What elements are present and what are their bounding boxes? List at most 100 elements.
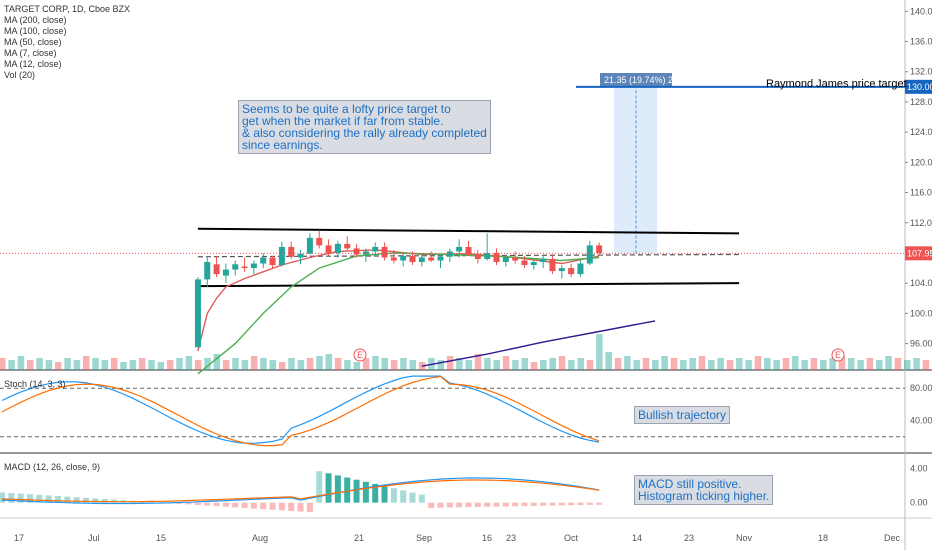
volume-bar <box>73 360 81 370</box>
measure-label-bg <box>600 73 672 86</box>
candle <box>465 246 472 255</box>
candle <box>390 257 397 261</box>
stoch-note[interactable]: Bullish trajectory <box>634 406 731 424</box>
candle <box>409 255 416 263</box>
volume-bar <box>157 362 165 370</box>
legend-item-ma200[interactable]: MA (200, close) <box>4 15 67 25</box>
legend-item-ma50[interactable]: MA (50, close) <box>4 37 62 47</box>
channel-upper <box>197 227 740 235</box>
volume-bar <box>54 362 62 370</box>
macd-histogram-bar <box>418 494 425 503</box>
legend-item-ma100[interactable]: MA (100, close) <box>4 26 67 36</box>
last-price-badge <box>905 246 932 261</box>
macd-histogram-bar <box>26 494 33 503</box>
macd-histogram-bar <box>502 502 509 507</box>
volume-bar <box>250 356 258 370</box>
macd-note[interactable]: MACD still positive. Histogram ticking h… <box>634 475 774 505</box>
macd-histogram-bar <box>549 502 556 506</box>
candle <box>344 243 351 249</box>
candle <box>596 245 603 253</box>
volume-bar <box>913 358 920 370</box>
macd-histogram-bar <box>586 502 593 505</box>
volume-bar <box>148 360 155 370</box>
x-tick-label: Sep <box>416 533 432 543</box>
macd-histogram-bar <box>185 502 192 505</box>
macd-histogram-bar <box>260 502 267 510</box>
legend-item-ma12[interactable]: MA (12, close) <box>4 59 62 69</box>
macd-histogram-bar <box>278 502 285 511</box>
macd-histogram-bar <box>400 490 407 503</box>
candle <box>278 246 285 266</box>
ma-line <box>421 320 656 367</box>
macd-histogram-bar <box>73 497 80 503</box>
last-price-label: 107.95 <box>907 248 932 258</box>
volume-bar <box>474 354 482 370</box>
candle <box>549 259 556 272</box>
macd-histogram-bar <box>222 502 229 507</box>
x-tick-label: Oct <box>564 533 579 543</box>
macd-histogram-bar <box>334 475 341 503</box>
price-tick-label: 112.00 <box>910 218 932 228</box>
macd-histogram-bar <box>17 493 24 503</box>
volume-bar <box>166 360 174 370</box>
volume-bar <box>45 360 53 370</box>
volume-bar <box>614 358 622 370</box>
volume-bar <box>129 360 137 370</box>
stoch-label[interactable]: Stoch (14, 3, 3) <box>4 379 66 389</box>
candle <box>260 257 267 264</box>
macd-histogram-bar <box>568 502 575 506</box>
macd-histogram-bar <box>306 502 313 513</box>
volume-bar <box>904 360 911 370</box>
measure-label: 21.35 (19.74%) 2135 <box>604 75 688 85</box>
volume-bar <box>297 360 305 370</box>
macd-histogram-bar <box>316 471 323 503</box>
candle <box>288 246 295 257</box>
channel-lower <box>197 282 740 288</box>
price-tick-label: 124.00 <box>910 127 932 137</box>
candle <box>222 269 229 276</box>
volume-bar <box>484 358 491 370</box>
earnings-marker-label: E <box>357 350 363 360</box>
macd-histogram-bar <box>446 502 453 508</box>
volume-bar <box>885 356 892 370</box>
price-tick-label: 96.00 <box>910 339 932 349</box>
commentary-note[interactable]: Seems to be quite a lofty price target t… <box>238 100 491 154</box>
x-tick-label: 16 <box>482 533 492 543</box>
price-range-measure[interactable]: 21.35 (19.74%) 2135 <box>600 73 688 254</box>
macd-histogram-bar <box>409 492 416 503</box>
volume-bar <box>120 362 127 370</box>
legend-item-ma7[interactable]: MA (7, close) <box>4 48 57 58</box>
macd-histogram-bar <box>204 502 211 506</box>
macd-label[interactable]: MACD (12, 26, close, 9) <box>4 462 101 472</box>
macd-histogram-bar <box>428 502 435 508</box>
note-line: & also considering the rally already com… <box>242 126 487 140</box>
candle <box>204 262 211 280</box>
volume-bar <box>670 358 678 370</box>
price-channel[interactable] <box>197 227 740 288</box>
legend-item-vol[interactable]: Vol (20) <box>4 70 36 80</box>
target-label[interactable]: Raymond James price target <box>766 78 907 90</box>
macd-histogram-bar <box>82 497 89 503</box>
volume-bar <box>754 356 762 370</box>
earnings-marker-label: E <box>835 350 841 360</box>
price-tick-label: 128.00 <box>910 97 932 107</box>
volume-bar <box>540 360 547 370</box>
macd-histogram-bar <box>148 501 155 503</box>
macd-histogram-bar <box>390 488 397 503</box>
volume-bar <box>512 360 519 370</box>
candle <box>428 257 435 261</box>
x-tick-label: 15 <box>156 533 166 543</box>
candle <box>418 257 425 263</box>
volume-bar <box>829 358 836 370</box>
x-tick-label: 23 <box>684 533 694 543</box>
symbol-title[interactable]: TARGET CORP, 1D, Cboe BZX <box>4 4 131 14</box>
price-tick-label: 104.00 <box>910 278 932 288</box>
stochastic-pane: 80.00 40.00 <box>0 375 932 447</box>
macd-histogram-bar <box>101 499 108 503</box>
macd-histogram-bar <box>540 502 547 506</box>
macd-histogram-bar <box>530 502 537 506</box>
target-badge-label: 130.00 <box>907 82 932 92</box>
volume-bar <box>549 358 556 370</box>
